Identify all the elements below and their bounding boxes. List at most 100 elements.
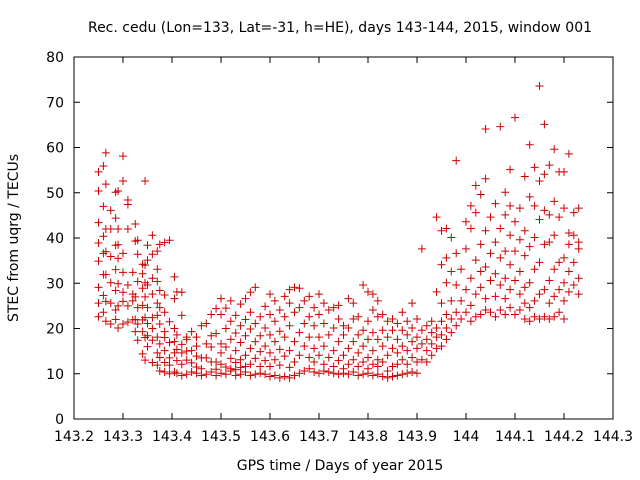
data-point bbox=[236, 321, 245, 330]
y-tick-label: 70 bbox=[46, 95, 64, 111]
data-point bbox=[560, 314, 568, 323]
data-point bbox=[359, 326, 368, 335]
data-point bbox=[119, 268, 127, 277]
x-tick-label: 143.3 bbox=[103, 429, 143, 445]
data-point bbox=[378, 326, 387, 335]
data-point bbox=[339, 364, 348, 373]
data-point bbox=[94, 186, 103, 195]
data-point bbox=[256, 312, 265, 321]
data-point bbox=[165, 361, 174, 370]
data-point bbox=[550, 231, 559, 240]
data-point bbox=[462, 308, 470, 317]
data-point bbox=[119, 152, 127, 161]
data-point bbox=[114, 324, 123, 333]
data-point bbox=[133, 336, 142, 345]
data-point bbox=[138, 269, 147, 278]
data-point bbox=[408, 324, 417, 333]
data-point bbox=[349, 355, 358, 364]
data-point bbox=[432, 287, 441, 296]
data-point bbox=[515, 290, 524, 299]
data-point bbox=[339, 351, 348, 360]
data-point bbox=[202, 353, 211, 362]
data-point bbox=[462, 285, 470, 294]
data-point bbox=[114, 186, 123, 195]
data-point bbox=[471, 256, 480, 265]
data-point bbox=[349, 299, 358, 308]
data-point bbox=[290, 283, 299, 292]
x-axis-label: GPS time / Days of year 2015 bbox=[237, 458, 444, 474]
data-point bbox=[170, 324, 179, 333]
data-point bbox=[354, 348, 363, 357]
data-point bbox=[564, 287, 573, 296]
data-point bbox=[334, 370, 343, 379]
data-point bbox=[123, 224, 132, 233]
data-point bbox=[251, 370, 260, 379]
data-point bbox=[364, 317, 372, 326]
data-point bbox=[378, 357, 387, 366]
data-point bbox=[217, 310, 225, 319]
data-point bbox=[530, 163, 539, 172]
data-point bbox=[486, 249, 495, 258]
data-point bbox=[221, 324, 230, 333]
data-point bbox=[99, 202, 108, 211]
data-point bbox=[106, 252, 115, 261]
data-point bbox=[148, 324, 157, 333]
data-point bbox=[413, 357, 421, 366]
data-point bbox=[114, 224, 123, 233]
data-point bbox=[177, 311, 186, 320]
data-point bbox=[535, 258, 544, 267]
data-point bbox=[111, 214, 120, 223]
data-point bbox=[231, 311, 240, 320]
data-point bbox=[525, 303, 534, 312]
data-point bbox=[319, 299, 328, 308]
data-point bbox=[236, 355, 245, 364]
data-point bbox=[329, 303, 338, 312]
data-point bbox=[160, 327, 169, 336]
data-point bbox=[373, 296, 382, 305]
data-point bbox=[231, 358, 240, 367]
data-point bbox=[94, 257, 103, 266]
data-point bbox=[452, 249, 461, 258]
data-point bbox=[172, 369, 181, 378]
data-point bbox=[319, 367, 328, 376]
data-point bbox=[427, 317, 436, 326]
data-point bbox=[212, 304, 221, 313]
data-point bbox=[270, 317, 279, 326]
data-point bbox=[550, 312, 559, 321]
data-point bbox=[280, 312, 289, 321]
data-point bbox=[315, 333, 323, 342]
data-point bbox=[383, 367, 392, 376]
data-point bbox=[373, 362, 382, 371]
data-point bbox=[471, 208, 480, 217]
data-point bbox=[177, 288, 186, 297]
data-point bbox=[251, 354, 260, 363]
data-point bbox=[236, 363, 245, 372]
data-point bbox=[515, 267, 524, 276]
data-point bbox=[280, 292, 289, 301]
data-point bbox=[192, 333, 201, 342]
data-point bbox=[349, 367, 358, 376]
data-point bbox=[202, 319, 211, 328]
data-point bbox=[515, 305, 524, 314]
data-point bbox=[295, 369, 304, 378]
data-point bbox=[251, 319, 260, 328]
data-point bbox=[574, 290, 583, 299]
data-point bbox=[496, 281, 505, 290]
data-point bbox=[197, 321, 206, 330]
data-point bbox=[114, 254, 123, 263]
data-point bbox=[560, 278, 568, 287]
data-point bbox=[560, 253, 568, 262]
data-point bbox=[339, 321, 348, 330]
data-point bbox=[111, 265, 120, 274]
data-point bbox=[398, 370, 407, 379]
data-point bbox=[207, 310, 216, 319]
data-point bbox=[133, 250, 142, 259]
data-point bbox=[383, 317, 392, 326]
data-point bbox=[471, 290, 480, 299]
data-point bbox=[393, 319, 402, 328]
data-point bbox=[231, 365, 240, 374]
data-point bbox=[310, 321, 319, 330]
data-point bbox=[506, 303, 515, 312]
y-tick-label: 40 bbox=[46, 231, 64, 247]
y-tick-label: 10 bbox=[46, 367, 64, 383]
